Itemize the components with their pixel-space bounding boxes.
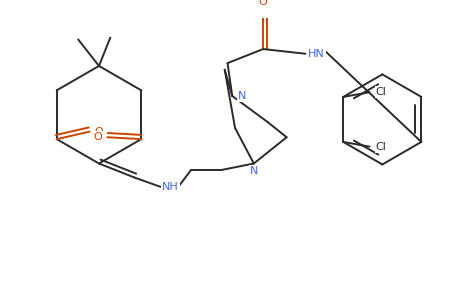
Text: O: O bbox=[95, 127, 103, 137]
Text: NH: NH bbox=[162, 182, 179, 192]
Text: Cl: Cl bbox=[375, 87, 386, 97]
Text: N: N bbox=[237, 91, 246, 101]
Text: N: N bbox=[250, 166, 258, 176]
Text: Cl: Cl bbox=[375, 142, 386, 152]
Text: HN: HN bbox=[309, 49, 325, 59]
Text: O: O bbox=[259, 0, 268, 7]
Text: O: O bbox=[94, 132, 103, 142]
